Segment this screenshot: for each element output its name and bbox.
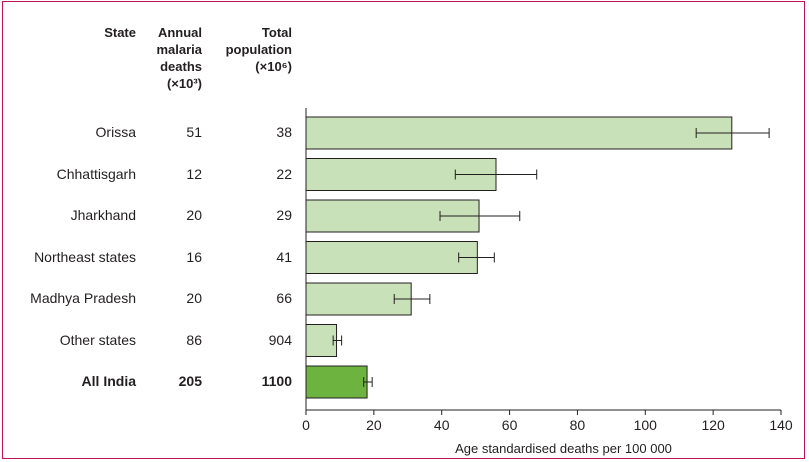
header-annual-deaths: Annual malaria deaths (×10³) — [156, 24, 202, 92]
total-population-value: 41 — [276, 248, 292, 265]
annual-deaths-value: 12 — [186, 165, 202, 182]
bar — [305, 116, 733, 150]
total-population-value: 66 — [276, 290, 292, 306]
x-tick-label: 120 — [701, 417, 725, 433]
annual-deaths-value: 86 — [186, 331, 202, 348]
total-population-value: 904 — [268, 331, 292, 348]
annual-deaths-value: 51 — [186, 124, 202, 140]
header-deaths-line-3: deaths — [160, 59, 202, 74]
state-label: Orissa — [95, 124, 136, 140]
bar — [305, 324, 338, 357]
total-population-value: 22 — [276, 165, 292, 182]
x-tick-label: 100 — [634, 417, 658, 433]
state-label: Chhattisgarh — [56, 165, 136, 182]
x-tick-label: 80 — [570, 417, 586, 433]
x-tick-label: 20 — [366, 417, 382, 433]
x-tick-label: 60 — [502, 417, 518, 433]
header-population-line-2: population — [225, 42, 292, 57]
header-population-line-3: (×10⁶) — [255, 59, 292, 74]
annual-deaths-value: 20 — [186, 207, 202, 223]
annual-deaths-value: 205 — [178, 373, 202, 389]
bar — [305, 241, 478, 274]
frame-top-border — [2, 1, 805, 2]
annual-deaths-value: 20 — [186, 290, 202, 306]
header-population-line-1: Total — [261, 25, 292, 40]
x-axis-title: Age standardised deaths per 100 000 — [455, 441, 672, 456]
header-deaths-line-4: (×10³) — [166, 76, 202, 91]
header-state: State — [104, 25, 136, 40]
state-label: All India — [81, 373, 136, 389]
annual-deaths-value: 16 — [186, 248, 202, 265]
total-population-value: 29 — [276, 207, 292, 223]
x-tick-label: 0 — [302, 417, 310, 433]
x-tick-label: 140 — [769, 417, 793, 433]
state-label: Northeast states — [34, 248, 136, 265]
bar — [305, 282, 412, 316]
x-tick-label: 40 — [434, 417, 450, 433]
bar — [305, 365, 368, 399]
header-deaths-line-1: Annual — [157, 25, 202, 40]
total-population-value: 38 — [276, 124, 292, 140]
state-label: Madhya Pradesh — [30, 290, 136, 306]
header-total-population: Total population (×10⁶) — [226, 24, 292, 75]
total-population-value: 1100 — [261, 373, 292, 389]
header-deaths-line-2: malaria — [156, 42, 202, 57]
state-label: Other states — [59, 331, 136, 348]
state-label: Jharkhand — [70, 207, 136, 223]
